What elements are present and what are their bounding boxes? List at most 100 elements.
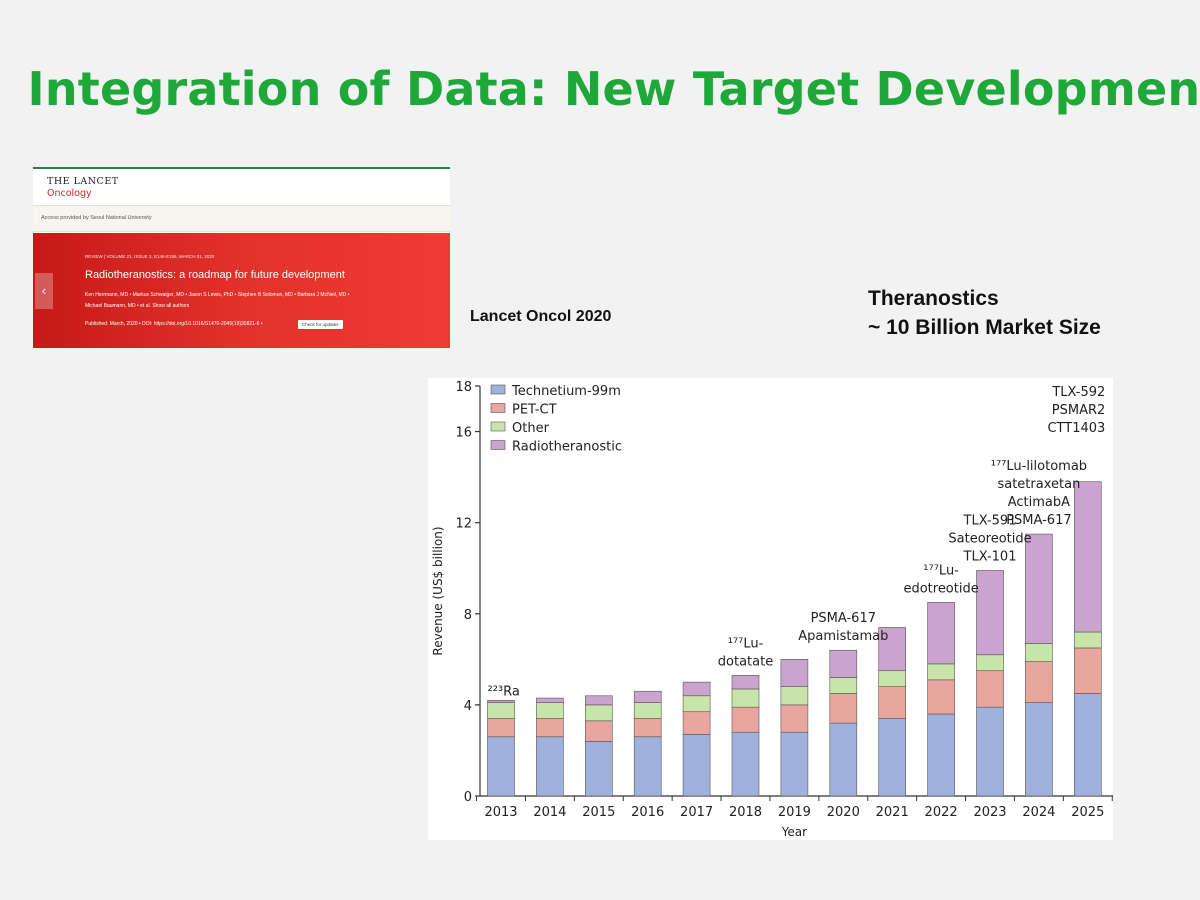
x-tick-label: 2025 (1071, 805, 1104, 820)
bar-other (829, 677, 858, 694)
bar-pet-ct (682, 711, 711, 735)
bar-annotation: ¹⁷⁷Lu-lilotomab (991, 459, 1087, 474)
bar-technetium-99m (487, 736, 515, 797)
lancet-brand: THE LANCET (47, 176, 119, 187)
citation: Lancet Oncol 2020 (470, 308, 612, 325)
bar-technetium-99m (829, 722, 858, 797)
bar-radiotheranostic (780, 659, 809, 687)
bar-technetium-99m (1025, 702, 1053, 797)
check-for-updates-button[interactable]: Check for updates (298, 320, 343, 329)
bar-annotation: TLX-591 (963, 514, 1017, 529)
y-tick-label: 8 (464, 608, 472, 623)
bar-pet-ct (1073, 647, 1102, 694)
bar-other (682, 695, 711, 713)
bar-pet-ct (1025, 661, 1053, 703)
bar-radiotheranostic (731, 674, 760, 690)
bar-other (1073, 631, 1102, 649)
bar-pet-ct (633, 718, 662, 738)
bar-technetium-99m (633, 736, 662, 797)
article-authors: Ken Herrmann, MD • Markus Schwaiger, MD … (85, 292, 350, 298)
revenue-chart-svg: 0 4 8 12 16 18 Revenue (US$ billion) 2013 2014 20… (431, 380, 1113, 839)
bar-annotation: edotreotide (903, 581, 978, 596)
x-tick-label: 2021 (876, 805, 909, 820)
bar-other (927, 663, 955, 681)
bar-annotation: CTT1403 (1047, 421, 1105, 436)
bar-annotation: ¹⁷⁷Lu- (923, 563, 959, 578)
bar-technetium-99m (780, 731, 809, 797)
bar-technetium-99m (682, 734, 711, 797)
bar-radiotheranostic (829, 649, 858, 678)
lancet-brand-sub: Oncology (47, 188, 92, 199)
x-tick-label: 2014 (533, 805, 566, 820)
bar-annotation: PSMAR2 (1052, 403, 1106, 418)
y-tick-label: 0 (464, 790, 472, 805)
bar-radiotheranostic (976, 570, 1004, 656)
bar-other (487, 702, 515, 719)
x-tick-label: 2020 (827, 805, 860, 820)
bar-other (878, 670, 907, 687)
y-tick-label: 12 (455, 517, 472, 532)
bar-annotation: ¹⁷⁷Lu- (728, 636, 764, 651)
x-tick-label: 2022 (925, 805, 958, 820)
market-heading: Theranostics (868, 287, 999, 310)
y-tick-label: 18 (455, 380, 472, 395)
bar-annotation: dotatate (718, 654, 773, 669)
bar-annotation: PSMA-617 (1006, 513, 1071, 528)
bar-pet-ct (878, 686, 907, 719)
bar-pet-ct (536, 718, 564, 738)
x-tick-label: 2017 (680, 805, 713, 820)
bar-annotation: satetraxetan (997, 477, 1080, 492)
bar-radiotheranostic (633, 690, 662, 703)
bar-technetium-99m (536, 736, 564, 797)
market-size: ~ 10 Billion Market Size (868, 316, 1101, 339)
legend-label: Other (512, 421, 550, 436)
article-published: Published: March, 2020 • DOI: https://do… (85, 321, 263, 327)
access-bar (33, 205, 450, 232)
bar-technetium-99m (927, 713, 955, 797)
x-tick-label: 2023 (973, 805, 1006, 820)
article-meta: REVIEW | VOLUME 21, ISSUE 3, E146-E156, … (85, 254, 215, 259)
y-tick-label: 16 (455, 426, 472, 441)
legend-swatch (490, 421, 506, 432)
article-authors-more[interactable]: Michael Baumann, MD • et al. Show all au… (85, 303, 190, 309)
access-text: Access provided by Seoul National Univer… (41, 215, 152, 221)
bar-annotation: Sateoreotide (948, 532, 1031, 547)
x-tick-label: 2019 (778, 805, 811, 820)
bar-pet-ct (927, 679, 955, 715)
bar-pet-ct (487, 718, 515, 738)
revenue-chart: 0 4 8 12 16 18 Revenue (US$ billion) 2013 2014 20… (428, 378, 1113, 840)
bar-technetium-99m (976, 706, 1004, 797)
bar-technetium-99m (731, 731, 760, 797)
y-axis-label: Revenue (US$ billion) (431, 526, 445, 655)
legend-swatch (490, 384, 506, 395)
bar-other (633, 702, 662, 719)
bar-annotation: ActimabA (1008, 495, 1070, 510)
bar-radiotheranostic (536, 697, 564, 703)
bar-radiotheranostic (487, 700, 515, 703)
prev-arrow-icon[interactable]: ‹ (35, 273, 53, 309)
bar-other (780, 686, 809, 706)
bar-other (731, 688, 760, 708)
bar-technetium-99m (585, 741, 613, 797)
bar-pet-ct (585, 720, 613, 742)
bar-other (976, 654, 1004, 672)
bar-radiotheranostic (1073, 481, 1102, 633)
bar-technetium-99m (1073, 693, 1102, 797)
article-title[interactable]: Radiotheranostics: a roadmap for future … (85, 269, 345, 281)
legend-swatch (490, 403, 506, 413)
bar-pet-ct (829, 693, 858, 724)
bar-radiotheranostic (682, 681, 711, 697)
slide-title: Integration of Data: New Target Developm… (27, 62, 1200, 116)
y-tick-label: 4 (464, 699, 472, 714)
bar-radiotheranostic (927, 602, 955, 665)
x-tick-label: 2015 (582, 805, 615, 820)
bar-annotation: PSMA-617 (811, 611, 876, 626)
bar-pet-ct (731, 706, 760, 733)
bar-annotation: Apamistamab (798, 629, 888, 644)
legend-swatch (490, 440, 506, 450)
legend-label: PET-CT (512, 403, 557, 418)
x-tick-label: 2024 (1022, 805, 1055, 820)
bar-annotation: TLX-101 (963, 550, 1017, 565)
bar-annotation: TLX-592 (1051, 385, 1105, 400)
bar-pet-ct (976, 670, 1004, 708)
